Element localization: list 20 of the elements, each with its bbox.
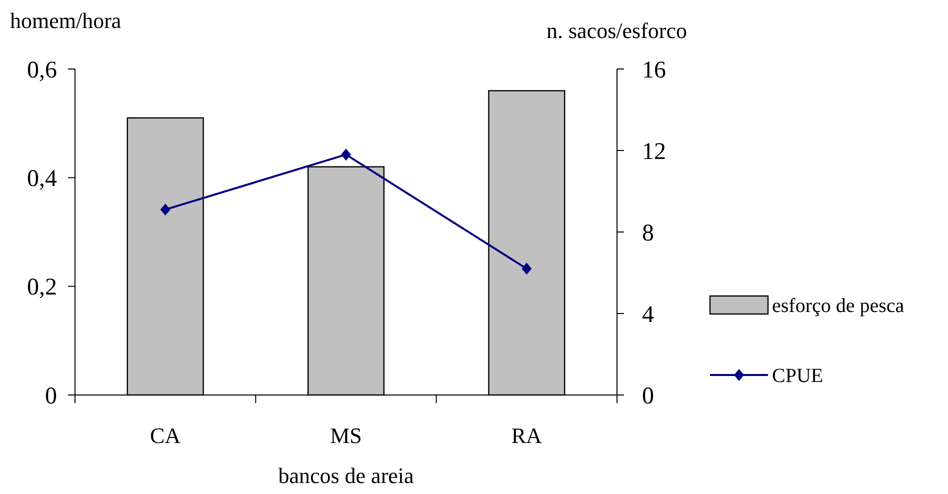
y-tick-label: 0,4 <box>27 166 57 192</box>
legend-label: esforço de pesca <box>772 295 904 317</box>
x-tick-label: CA <box>150 423 181 448</box>
y2-tick-label: 8 <box>642 220 654 246</box>
y-tick-label: 0 <box>45 383 57 410</box>
y-tick-label: 0,2 <box>27 274 57 301</box>
y2-tick-label: 4 <box>642 302 654 328</box>
y2-tick-label: 0 <box>642 383 654 410</box>
point <box>522 262 532 275</box>
y-tick-label: 0,6 <box>27 57 57 84</box>
x-axis-title: bancos de areia <box>278 463 414 488</box>
y2-tick-label: 12 <box>642 138 666 165</box>
legend-label: CPUE <box>772 365 824 387</box>
y2-axis-title: n. sacos/esforco <box>546 18 687 43</box>
y-axis-title: homem/hora <box>10 8 122 33</box>
point <box>160 204 170 216</box>
y2-tick-label: 16 <box>642 57 666 84</box>
point <box>341 148 351 161</box>
x-tick-label: RA <box>511 423 542 448</box>
x-tick-label: MS <box>330 423 362 448</box>
